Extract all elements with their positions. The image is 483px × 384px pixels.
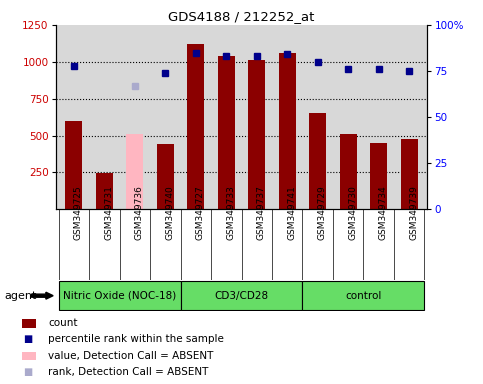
Text: GSM349736: GSM349736: [135, 185, 144, 240]
Bar: [340, 134, 356, 209]
Bar: [181, 281, 302, 310]
Text: GSM349737: GSM349737: [257, 185, 266, 240]
Bar: [58, 281, 181, 310]
Text: control: control: [345, 291, 382, 301]
Text: GSM349739: GSM349739: [409, 185, 418, 240]
Text: Nitric Oxide (NOC-18): Nitric Oxide (NOC-18): [63, 291, 176, 301]
Text: GSM349729: GSM349729: [318, 185, 327, 240]
Text: GSM349727: GSM349727: [196, 185, 205, 240]
Bar: [248, 60, 265, 209]
Bar: [127, 134, 143, 209]
Text: GSM349731: GSM349731: [104, 185, 114, 240]
Text: ■: ■: [23, 367, 33, 377]
Text: GDS4188 / 212252_at: GDS4188 / 212252_at: [168, 10, 315, 23]
Bar: [309, 113, 326, 209]
Text: GSM349733: GSM349733: [226, 185, 235, 240]
Bar: [157, 144, 174, 209]
Text: rank, Detection Call = ABSENT: rank, Detection Call = ABSENT: [48, 367, 209, 377]
Bar: [218, 56, 235, 209]
Text: ■: ■: [23, 334, 33, 344]
Text: GSM349734: GSM349734: [379, 185, 388, 240]
Text: GSM349725: GSM349725: [74, 185, 83, 240]
Text: GSM349741: GSM349741: [287, 185, 296, 240]
Text: GSM349740: GSM349740: [165, 185, 174, 240]
Text: percentile rank within the sample: percentile rank within the sample: [48, 334, 224, 344]
Bar: [66, 121, 82, 209]
Text: count: count: [48, 318, 78, 328]
Bar: [279, 53, 296, 209]
Bar: [401, 139, 417, 209]
Text: agent: agent: [5, 291, 37, 301]
Text: value, Detection Call = ABSENT: value, Detection Call = ABSENT: [48, 351, 213, 361]
Bar: [187, 44, 204, 209]
Bar: [370, 143, 387, 209]
Text: GSM349730: GSM349730: [348, 185, 357, 240]
Bar: [302, 281, 425, 310]
Text: CD3/CD28: CD3/CD28: [214, 291, 269, 301]
Bar: [96, 173, 113, 209]
